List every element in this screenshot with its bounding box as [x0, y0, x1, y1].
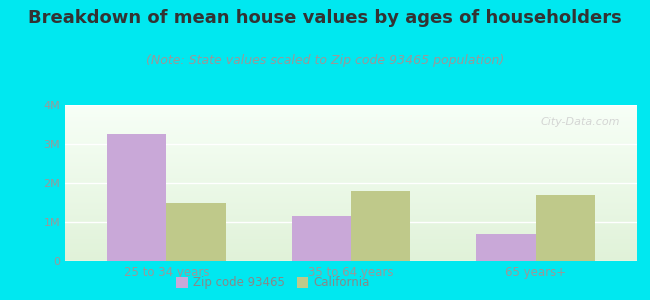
Text: City-Data.com: City-Data.com	[540, 118, 620, 128]
Bar	[166, 202, 226, 261]
Bar	[476, 234, 536, 261]
Text: Breakdown of mean house values by ages of householders: Breakdown of mean house values by ages o…	[28, 9, 622, 27]
Text: (Note: State values scaled to Zip code 93465 population): (Note: State values scaled to Zip code 9…	[146, 54, 504, 67]
Legend: Zip code 93465, California: Zip code 93465, California	[172, 272, 374, 294]
Bar	[351, 191, 410, 261]
Bar	[292, 216, 351, 261]
Bar	[107, 134, 166, 261]
Bar	[536, 195, 595, 261]
